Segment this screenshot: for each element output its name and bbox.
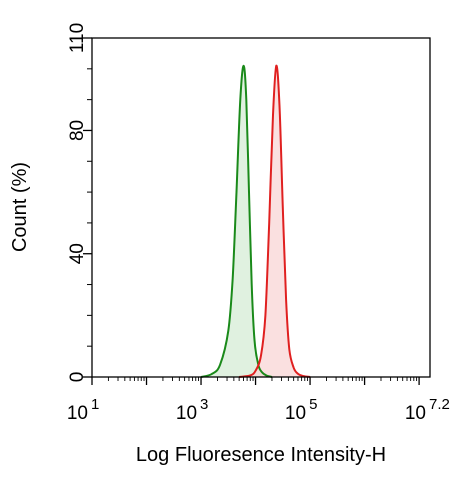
y-tick-label: 110 — [67, 23, 88, 53]
plot-frame — [91, 37, 431, 378]
y-tick-label: 0 — [67, 372, 88, 383]
series-1-fill — [201, 65, 272, 377]
x-tick-exponent: 7.2 — [429, 396, 450, 413]
x-tick-exponent: 1 — [91, 396, 99, 413]
y-tick-label: 40 — [67, 243, 88, 264]
x-axis: 10 1 10 3 10 5 10 7.2 — [67, 377, 450, 424]
histogram-fills — [201, 65, 311, 378]
y-tick-label: 80 — [67, 120, 88, 141]
x-tick-exponent: 3 — [200, 396, 208, 413]
x-tick-base: 10 — [405, 403, 426, 424]
x-tick-base: 10 — [285, 403, 306, 424]
series-1-line — [200, 64, 273, 378]
series-2-line — [239, 64, 311, 378]
x-tick-base: 10 — [176, 403, 197, 424]
y-axis-title: Count (%) — [9, 162, 31, 252]
y-axis: 0 40 80 110 — [67, 23, 92, 382]
x-tick-base: 10 — [67, 403, 88, 424]
histogram-lines — [200, 64, 311, 378]
series-2-fill — [239, 65, 311, 378]
x-axis-title: Log Fluoresence Intensity-H — [136, 444, 386, 466]
x-tick-exponent: 5 — [309, 396, 317, 413]
